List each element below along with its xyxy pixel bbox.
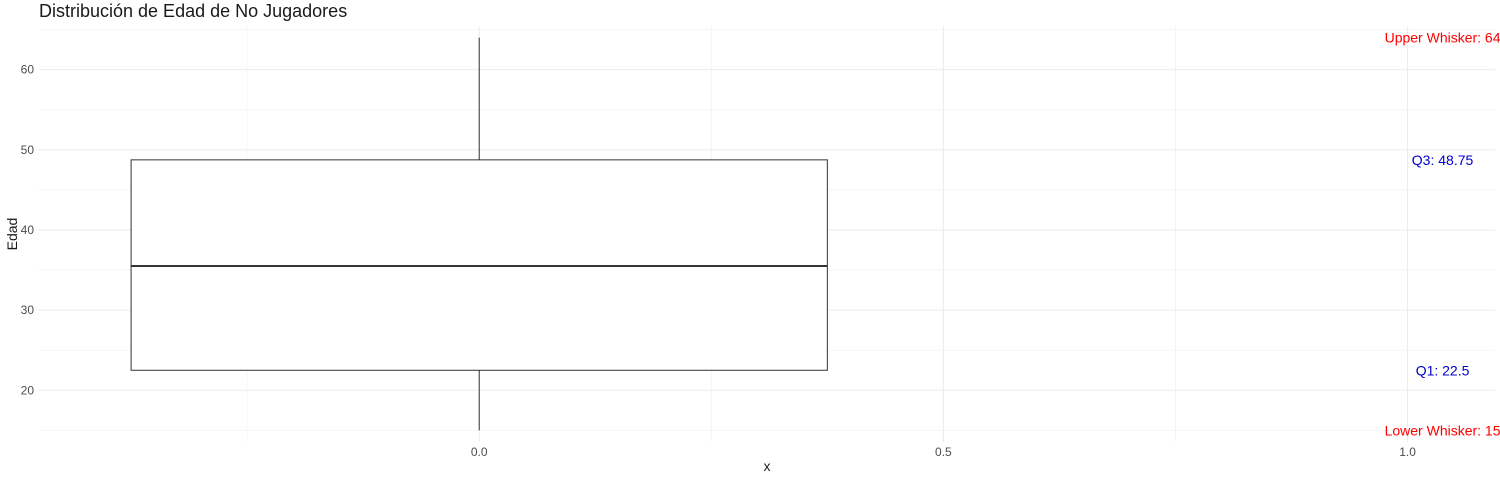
x-tick-label: 0.0 bbox=[471, 445, 488, 459]
annotation-label: Q3: 48.75 bbox=[1412, 152, 1474, 168]
annotations: Upper Whisker: 64 Q3: 48.75 Q1: 22.5 Lower … bbox=[1385, 30, 1500, 439]
y-tick-label: 40 bbox=[21, 223, 35, 237]
y-tick-label: 60 bbox=[21, 63, 35, 77]
annotation-label: Upper Whisker: 64 bbox=[1385, 30, 1500, 46]
boxplot bbox=[130, 37, 828, 431]
annotation-label: Lower Whisker: 15 bbox=[1385, 422, 1500, 438]
x-tick-label: 0.5 bbox=[935, 445, 952, 459]
x-axis-label: x bbox=[764, 458, 771, 474]
y-tick-label: 20 bbox=[21, 383, 35, 397]
x-axis-ticks: 0.0 0.5 1.0 bbox=[471, 445, 1416, 459]
chart-title: Distribución de Edad de No Jugadores bbox=[39, 1, 348, 21]
annotation-label: Q1: 22.5 bbox=[1416, 362, 1470, 378]
y-axis-ticks: 20 30 40 50 60 bbox=[21, 63, 35, 398]
x-tick-label: 1.0 bbox=[1399, 445, 1416, 459]
y-axis-label: Edad bbox=[4, 218, 20, 251]
y-tick-label: 50 bbox=[21, 143, 35, 157]
box-iqr bbox=[130, 159, 828, 371]
y-tick-label: 30 bbox=[21, 303, 35, 317]
